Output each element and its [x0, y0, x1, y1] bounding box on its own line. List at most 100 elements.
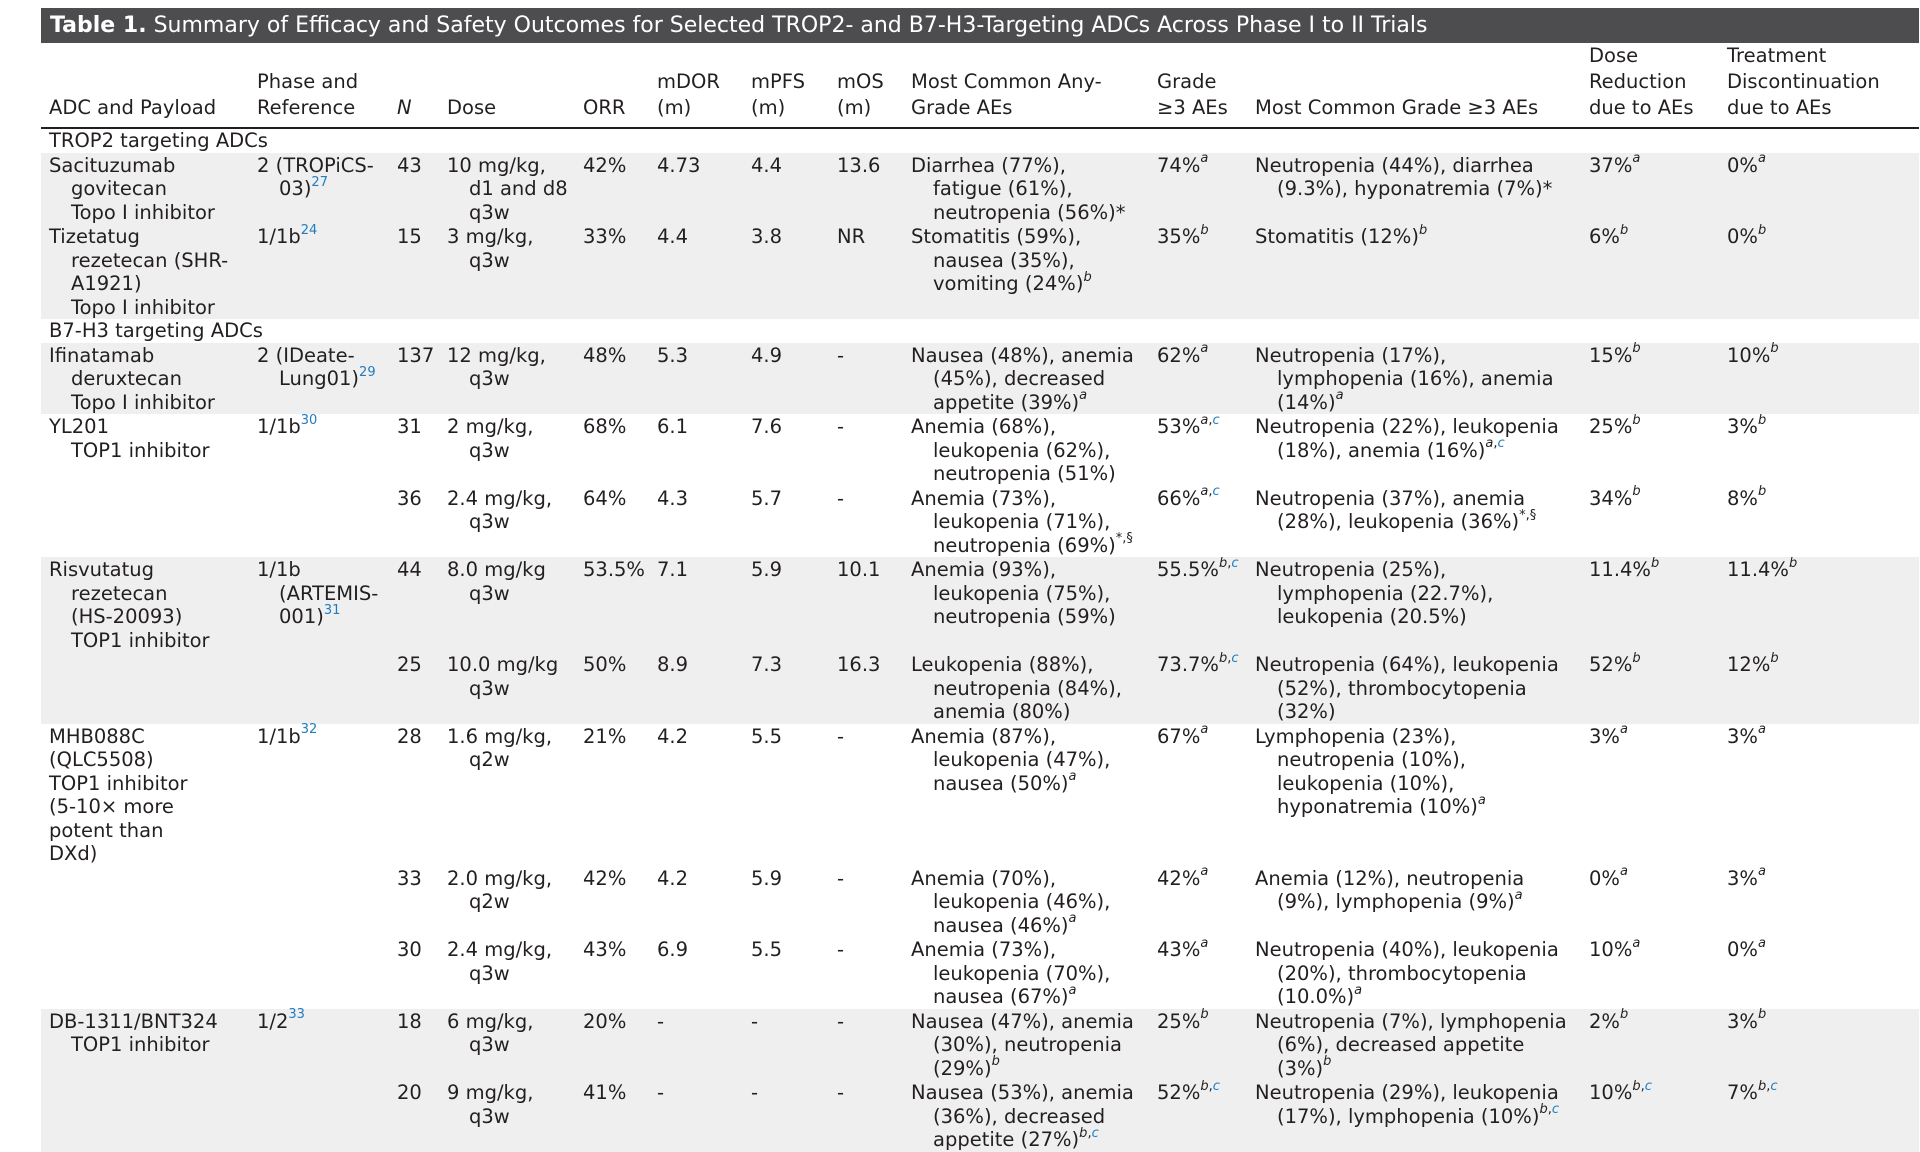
- section-row-b7h3: B7-H3 targeting ADCs: [41, 319, 1919, 343]
- adc-cell: Sacituzumab govitecan Topo I inhibitor: [41, 152, 249, 224]
- table-row: 20 9 mg/kg, q3w 41% - - - Nausea (53%), a…: [41, 1080, 1919, 1152]
- mpfs-cell: 5.5: [751, 724, 783, 748]
- dose-reduction-cell: 15%b: [1581, 342, 1719, 414]
- dose-reduction-cell: 6%b: [1581, 224, 1719, 319]
- mpfs-cell: 4.9: [743, 342, 829, 414]
- adc-cell: MHB088C (QLC5508) TOP1 inhibitor (5-10× mor…: [49, 724, 188, 866]
- adc-cell: [41, 1080, 249, 1152]
- header-dose: Dose: [439, 43, 575, 129]
- header-adc: ADC and Payload: [41, 43, 249, 129]
- dose-cell: 2.0 mg/kg, q2w: [447, 866, 553, 914]
- section-label: B7-H3 targeting ADCs: [49, 319, 263, 342]
- dose-cell: 12 mg/kg, q3w: [439, 342, 575, 414]
- dose-cell: 6 mg/kg, q3w: [439, 1008, 575, 1080]
- grade3-cell: 67%a: [1157, 722, 1209, 748]
- adc-cell: Tizetatug rezetecan (SHR- A1921) Topo I inh…: [41, 224, 249, 319]
- dose-cell: 2.4 mg/kg, q3w: [447, 486, 553, 534]
- any-grade-ae-cell: Anemia (70%), leukopenia (46%), nausea (46…: [911, 866, 1111, 937]
- grade3-cell: 66%a,c: [1157, 484, 1220, 510]
- dose-cell: 2.4 mg/kg, q3w: [447, 938, 553, 985]
- adc-cell: Ifinatamab deruxtecan Topo I inhibitor: [41, 342, 249, 414]
- any-grade-ae-cell: Stomatitis (59%), nausea (35%), vomiting (…: [903, 224, 1149, 319]
- grade3-ae-cell: Lymphopenia (23%), neutropenia (10%), leuk…: [1255, 724, 1486, 819]
- grade3-cell: 73.7%b,c: [1149, 652, 1247, 724]
- header-mpfs: mPFS (m): [743, 43, 829, 129]
- discontinuation-cell: 8%b: [1727, 484, 1767, 510]
- n-cell: 15: [389, 224, 439, 319]
- dose-reduction-cell: 37%a: [1581, 152, 1719, 224]
- grade3-cell: 52%b,c: [1149, 1080, 1247, 1152]
- discontinuation-cell: 0%b: [1719, 224, 1919, 319]
- header-dose-reduction: Dose Reduction due to AEs: [1581, 43, 1719, 129]
- mos-cell: -: [837, 938, 845, 961]
- reference-link[interactable]: 27: [311, 174, 328, 190]
- table-row: 30 2.4 mg/kg, q3w 43% 6.9 5.5 - Anemia (7…: [41, 937, 1919, 1009]
- mpfs-cell: 4.4: [743, 152, 829, 224]
- mdor-cell: 4.3: [657, 486, 689, 510]
- dose-reduction-cell: 25%b: [1589, 412, 1641, 439]
- reference-link[interactable]: 32: [300, 722, 318, 737]
- dose-reduction-cell: 52%b: [1581, 652, 1719, 724]
- n-cell: 44: [389, 557, 439, 652]
- mos-cell: -: [829, 1008, 903, 1080]
- reference-link[interactable]: 24: [300, 222, 318, 238]
- reference-link[interactable]: 30: [300, 412, 318, 428]
- header-mos: mOS (m): [829, 43, 903, 129]
- mpfs-cell: -: [743, 1080, 829, 1152]
- orr-cell: 42%: [583, 866, 627, 890]
- reference-link[interactable]: 31: [323, 602, 341, 618]
- dose-cell: 2 mg/kg, q3w: [447, 415, 534, 462]
- grade3-ae-cell: Neutropenia (17%), lymphopenia (16%), ane…: [1247, 342, 1581, 414]
- grade3-cell: 25%b: [1149, 1008, 1247, 1080]
- grade3-cell: 55.5%b,c: [1149, 557, 1247, 652]
- any-grade-ae-cell: Leukopenia (88%), neutropenia (84%), anemi…: [903, 652, 1149, 724]
- orr-cell: 42%: [575, 152, 649, 224]
- table-row: Tizetatug rezetecan (SHR- A1921) Topo I inh…: [41, 224, 1919, 319]
- phase-cell: [249, 1080, 389, 1152]
- dose-reduction-cell: 2%b: [1581, 1008, 1719, 1080]
- mpfs-cell: 3.8: [743, 224, 829, 319]
- table-row: Sacituzumab govitecan Topo I inhibitor 2 (…: [41, 152, 1919, 224]
- dose-reduction-cell: 3%a: [1589, 722, 1628, 748]
- table-title: Table 1. Summary of Efficacy and Safety …: [41, 8, 1919, 43]
- mdor-cell: 6.9: [657, 938, 689, 961]
- dose-reduction-cell: 34%b: [1589, 484, 1641, 510]
- mpfs-cell: 7.6: [751, 415, 783, 438]
- discontinuation-cell: 3%a: [1727, 722, 1766, 748]
- grade3-ae-cell: Neutropenia (7%), lymphopenia (6%), decre…: [1247, 1008, 1581, 1080]
- header-n: N: [389, 43, 439, 129]
- orr-cell: 53.5%: [575, 557, 649, 652]
- reference-link[interactable]: 29: [359, 364, 376, 380]
- any-grade-ae-cell: Anemia (73%), leukopenia (70%), nausea (67…: [911, 938, 1111, 1008]
- grade3-ae-cell: Anemia (12%), neutropenia (9%), lymphopen…: [1255, 866, 1525, 914]
- n-cell: 20: [389, 1080, 439, 1152]
- dose-cell: 9 mg/kg, q3w: [439, 1080, 575, 1152]
- adc-cell: DB-1311/BNT324 TOP1 inhibitor: [41, 1008, 249, 1080]
- adc-cell: [41, 866, 249, 938]
- grade3-ae-cell: Neutropenia (22%), leukopenia (18%), anem…: [1255, 415, 1559, 462]
- header-discontinuation: Treatment Discontinuation due to AEs: [1719, 43, 1919, 129]
- grade3-cell: 42%a: [1157, 864, 1209, 890]
- phase-cell: [249, 652, 389, 724]
- phase-cell: 2 (TROPiCS- 03)27: [249, 152, 389, 224]
- grade3-cell: 62%a: [1149, 342, 1247, 414]
- table-row: 36 2.4 mg/kg, q3w 64% 4.3 5.7 - Anemia (7…: [41, 484, 1919, 558]
- any-grade-ae-cell: Anemia (87%), leukopenia (47%), nausea (50…: [911, 724, 1111, 795]
- mdor-cell: 4.4: [649, 224, 743, 319]
- table-label: Table 1.: [50, 13, 147, 38]
- reference-link[interactable]: 33: [288, 1007, 305, 1022]
- mos-cell: 10.1: [829, 557, 903, 652]
- header-most-common-grade3: Most Common Grade ≥3 AEs: [1247, 43, 1581, 129]
- table-row: Ifinatamab deruxtecan Topo I inhibitor 2 (…: [41, 342, 1919, 414]
- header-mdor: mDOR (m): [649, 43, 743, 129]
- n-cell: 31: [397, 415, 422, 438]
- table-row: DB-1311/BNT324 TOP1 inhibitor 1/233 18 6 …: [41, 1007, 1919, 1080]
- mos-cell: 13.6: [829, 152, 903, 224]
- table-row: MHB088C (QLC5508) TOP1 inhibitor (5-10× mor…: [41, 722, 1919, 866]
- discontinuation-cell: 12%b: [1719, 652, 1919, 724]
- table-caption: Summary of Efficacy and Safety Outcomes …: [153, 13, 1428, 38]
- grade3-cell: 35%b: [1149, 224, 1247, 319]
- header-phase: Phase and Reference: [249, 43, 389, 129]
- mpfs-cell: -: [743, 1008, 829, 1080]
- table-row: YL201 TOP1 inhibitor 1/1b30 31 2 mg/kg, q3…: [41, 414, 1919, 486]
